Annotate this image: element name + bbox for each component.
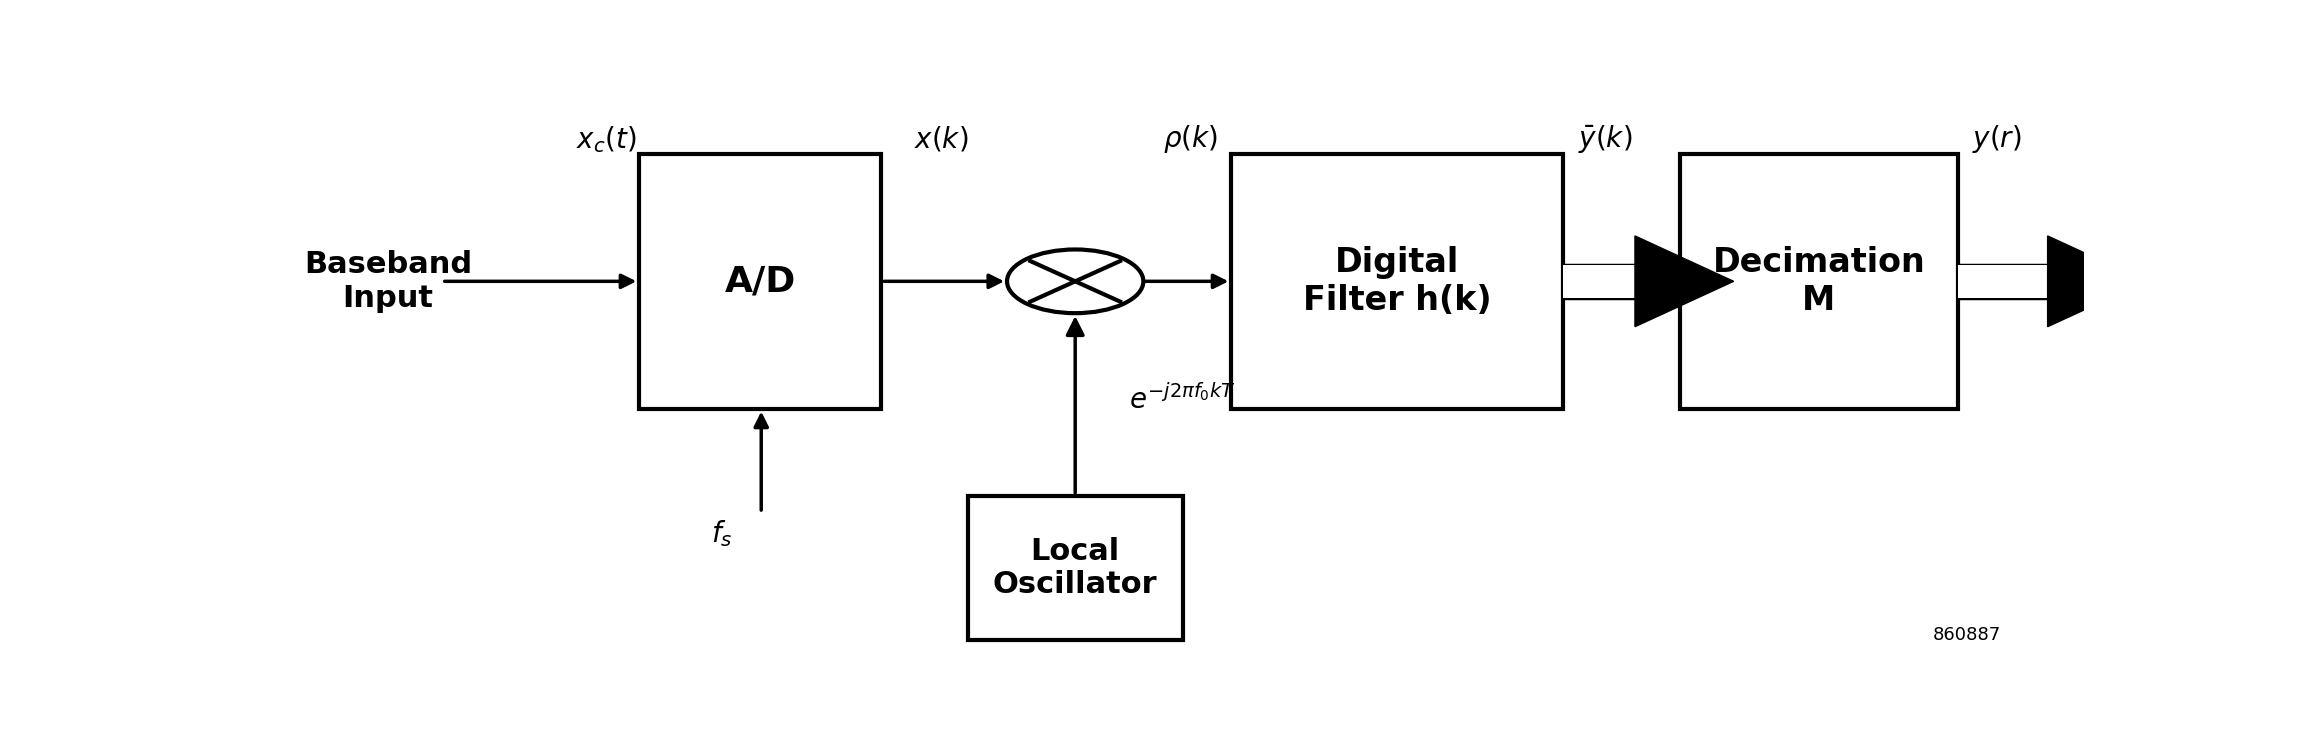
Polygon shape [1634,236,1734,326]
Text: $e^{-j2\pi f_0 kT}$: $e^{-j2\pi f_0 kT}$ [1130,385,1236,415]
Text: Local
Oscillator: Local Oscillator [993,537,1158,599]
Polygon shape [2046,236,2146,326]
Text: $x_c(t)$: $x_c(t)$ [576,124,637,155]
FancyBboxPatch shape [968,496,1183,641]
Text: $x(k)$: $x(k)$ [914,125,968,154]
Text: Decimation
M: Decimation M [1713,246,1926,317]
FancyBboxPatch shape [639,154,882,409]
Text: $\rho(k)$: $\rho(k)$ [1162,123,1218,156]
Text: $\bar{y}(k)$: $\bar{y}(k)$ [1577,123,1632,156]
Text: 860887: 860887 [1933,626,2000,644]
FancyBboxPatch shape [1681,154,1958,409]
Polygon shape [1958,265,2046,298]
Text: Digital
Filter h(k): Digital Filter h(k) [1303,246,1491,317]
Text: A/D: A/D [725,264,796,299]
Text: Baseband
Input: Baseband Input [303,250,472,313]
Text: $y(r)$: $y(r)$ [1972,123,2021,156]
Text: $f_s$: $f_s$ [711,518,732,549]
Polygon shape [1563,265,1634,298]
FancyBboxPatch shape [1232,154,1563,409]
Ellipse shape [1007,250,1144,313]
